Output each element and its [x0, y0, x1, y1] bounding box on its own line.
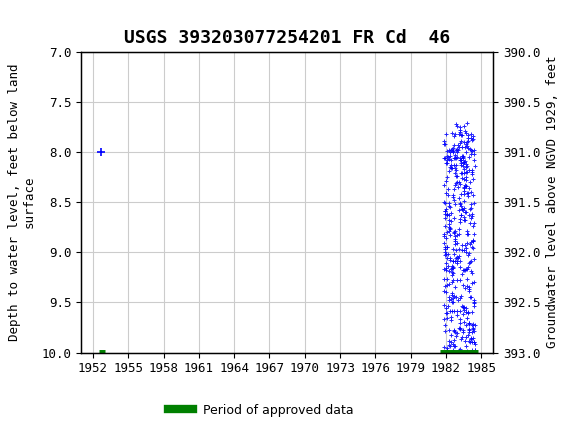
Y-axis label: Groundwater level above NGVD 1929, feet: Groundwater level above NGVD 1929, feet: [546, 56, 559, 348]
Y-axis label: Depth to water level, feet below land
surface: Depth to water level, feet below land su…: [8, 63, 36, 341]
Text: ≡USGS: ≡USGS: [17, 8, 72, 26]
Title: USGS 393203077254201 FR Cd  46: USGS 393203077254201 FR Cd 46: [124, 29, 450, 47]
Legend: Period of approved data: Period of approved data: [163, 399, 359, 421]
